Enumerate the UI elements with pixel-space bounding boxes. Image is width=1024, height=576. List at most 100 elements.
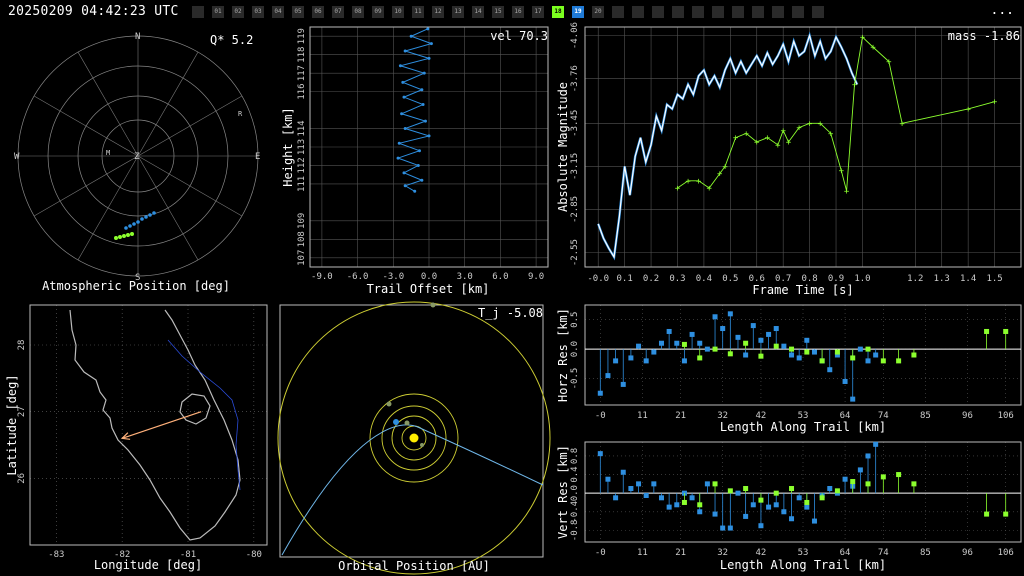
station-toggle[interactable]	[652, 6, 664, 18]
horz-res-point	[811, 349, 817, 355]
horz-res-ytick: -0.5	[570, 368, 580, 390]
vert-res-point	[636, 481, 642, 487]
height-point	[409, 34, 413, 38]
horz-res-point	[842, 378, 848, 384]
horz-res-point	[636, 343, 642, 349]
marker-z: Z	[134, 152, 140, 162]
station-toggle[interactable]: 14	[472, 6, 484, 18]
station-toggle[interactable]: 07	[332, 6, 344, 18]
height-ytick: 114	[297, 120, 307, 136]
mass-readout: mass -1.86	[948, 29, 1020, 43]
station-toggle[interactable]	[772, 6, 784, 18]
horz-res-point	[880, 358, 886, 364]
horz-res-point	[850, 396, 856, 402]
height-xtick: 9.0	[528, 272, 544, 282]
station-toggle[interactable]	[632, 6, 644, 18]
magnitude-point: +	[852, 80, 858, 90]
station-toggle[interactable]	[672, 6, 684, 18]
station-toggle[interactable]	[792, 6, 804, 18]
vert-res-point	[620, 469, 626, 475]
station-toggle[interactable]: 11	[412, 6, 424, 18]
map-panel: -83 -82 -81 -80 28 27 26 Longitude [deg] Latit…	[5, 304, 268, 572]
horz-res-point	[789, 352, 795, 358]
height-xlabel: Trail Offset [km]	[367, 282, 490, 296]
atm-point	[124, 226, 128, 230]
horz-res-point	[873, 352, 879, 358]
vert-res-point	[850, 479, 856, 485]
station-toggle[interactable]: 09	[372, 6, 384, 18]
map-xtick: -82	[114, 550, 130, 560]
magnitude-point: +	[992, 98, 998, 108]
menu-button[interactable]: ...	[990, 3, 1014, 18]
station-toggle[interactable]	[192, 6, 204, 18]
station-toggle[interactable]: 10	[392, 6, 404, 18]
horz-res-xtick: 96	[962, 411, 973, 421]
station-toggle[interactable]: 02	[232, 6, 244, 18]
station-toggle[interactable]: 03	[252, 6, 264, 18]
height-ytick: 107	[297, 250, 307, 266]
horz-res-ytick: 0.0	[570, 341, 580, 357]
station-toggle[interactable]: 15	[492, 6, 504, 18]
station-toggle[interactable]: 08	[352, 6, 364, 18]
magnitude-point: +	[796, 124, 802, 134]
magnitude-ylabel: Absolute Magnitude	[556, 82, 570, 212]
compass-e: E	[255, 152, 260, 162]
vert-res-point	[674, 502, 680, 508]
height-point	[398, 64, 402, 68]
station-toggle[interactable]: 06	[312, 6, 324, 18]
compass-s: S	[135, 273, 140, 283]
horz-res-point	[984, 328, 990, 334]
vert-res-point	[697, 509, 703, 515]
magnitude-point: +	[886, 57, 892, 67]
station-toggle[interactable]: 16	[512, 6, 524, 18]
horz-res-ytick: 0.5	[570, 312, 580, 328]
atm-point	[140, 217, 144, 221]
station-toggle[interactable]: 12	[432, 6, 444, 18]
horz-res-xtick: -0	[595, 411, 606, 421]
station-toggle[interactable]: 13	[452, 6, 464, 18]
horz-res-point	[804, 349, 810, 355]
horz-res-point	[658, 340, 664, 346]
map-xlabel: Longitude [deg]	[94, 558, 202, 572]
station-toggle[interactable]	[692, 6, 704, 18]
q-readout: Q* 5.2	[210, 33, 253, 47]
station-toggle[interactable]: 01	[212, 6, 224, 18]
vert-res-point	[773, 490, 779, 496]
vert-res-point	[811, 518, 817, 524]
station-toggle[interactable]	[752, 6, 764, 18]
height-point	[420, 178, 424, 182]
map-frame	[29, 304, 268, 546]
azimuth-spoke	[77, 155, 139, 261]
station-toggle[interactable]	[712, 6, 724, 18]
horz-res-point	[857, 346, 863, 352]
station-toggle[interactable]	[612, 6, 624, 18]
magnitude-point: +	[743, 129, 749, 139]
marker-m: M	[106, 149, 110, 157]
station-bar: 01 02 03 04 05 06 07 08 09 10 11 12 13 14 15 16 17 18 19 20	[192, 6, 832, 19]
station-toggle[interactable]	[732, 6, 744, 18]
horz-res-point	[819, 358, 825, 364]
magnitude-point: +	[706, 184, 712, 194]
horz-res-point	[834, 352, 840, 358]
station-toggle[interactable]: 19	[572, 6, 584, 18]
horz-res-point	[789, 346, 795, 352]
horz-res-point	[911, 352, 917, 358]
horz-res-point	[651, 349, 657, 355]
station-toggle[interactable]: 18	[552, 6, 564, 18]
station-toggle[interactable]	[812, 6, 824, 18]
horz-res-xlabel: Length Along Trail [km]	[720, 420, 886, 434]
vert-res-point	[873, 441, 879, 447]
horz-res-point	[865, 346, 871, 352]
inland-boundary	[167, 339, 241, 491]
station-toggle[interactable]: 20	[592, 6, 604, 18]
station-toggle[interactable]: 05	[292, 6, 304, 18]
vert-res-point	[750, 502, 756, 508]
station-toggle[interactable]: 17	[532, 6, 544, 18]
station-toggle[interactable]: 04	[272, 6, 284, 18]
vert-res-point	[689, 495, 695, 501]
meteoroid-position-icon	[393, 419, 399, 425]
magnitude-point: +	[722, 162, 728, 172]
horz-res-point	[773, 343, 779, 349]
height-point	[403, 184, 407, 188]
planet-venus-icon	[420, 443, 424, 447]
